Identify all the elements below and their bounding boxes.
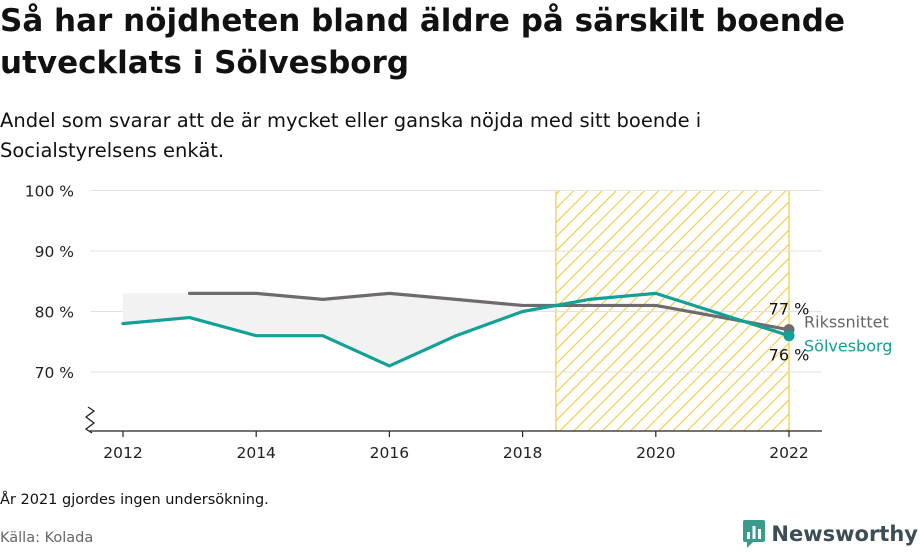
chart-title: Så har nöjdheten bland äldre på särskilt… <box>0 3 846 81</box>
bar-chart-logo-icon <box>743 520 766 548</box>
x-tick-label: 2016 <box>370 444 409 462</box>
rikssnittet-value-label: 77 % <box>769 300 810 319</box>
x-tick-label: 2012 <box>103 444 142 462</box>
difference-area <box>123 293 523 366</box>
footnote: År 2021 gjordes ingen undersökning. <box>0 492 269 508</box>
y-tick-label: 90 % <box>35 243 74 261</box>
brand-logo: Newsworthy <box>743 520 918 548</box>
x-tick-label: 2018 <box>503 444 542 462</box>
y-tick-label: 80 % <box>35 304 74 322</box>
x-tick-label: 2022 <box>769 444 808 462</box>
solvesborg-line <box>121 291 791 368</box>
solvesborg-value-label: 76 % <box>769 346 810 365</box>
highlight-region <box>555 190 789 431</box>
axis-break-icon <box>84 406 96 434</box>
y-tick-label: 70 % <box>35 364 74 382</box>
chart-subtitle: Andel som svarar att de är mycket eller … <box>0 109 702 162</box>
rikssnittet-series-label: Rikssnittet <box>804 313 889 332</box>
x-tick-label: 2014 <box>236 444 275 462</box>
source-note: Källa: Kolada <box>0 530 94 546</box>
brand-name: Newsworthy <box>771 522 918 546</box>
solvesborg-series-label: Sölvesborg <box>804 337 892 356</box>
line-chart: 70 % 80 % 90 % 100 % 2012 2014 2016 2018 2020 202… <box>25 183 893 463</box>
x-tick-label: 2020 <box>636 444 675 462</box>
y-tick-label: 100 % <box>25 183 74 201</box>
solvesborg-endpoint <box>783 330 795 342</box>
rikssnittet-line <box>188 291 791 332</box>
